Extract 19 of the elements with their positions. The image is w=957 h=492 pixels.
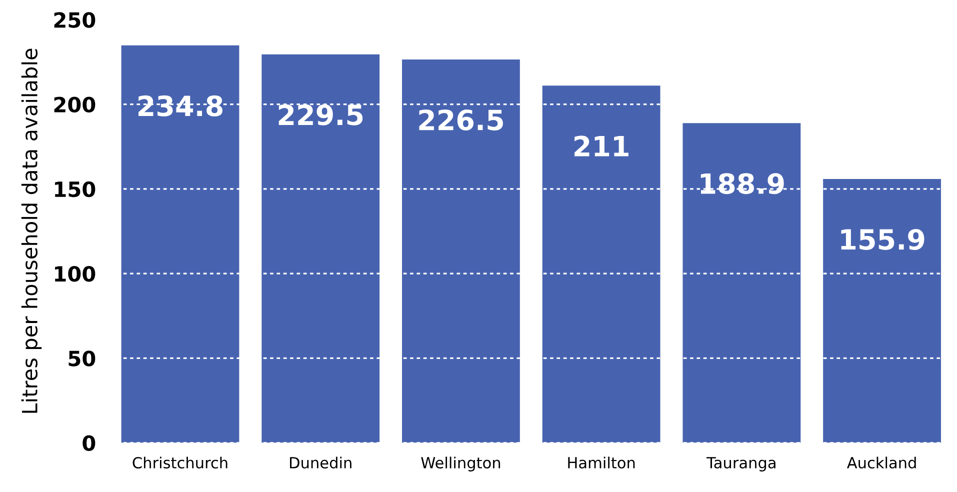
y-tick-label: 150 xyxy=(55,181,96,198)
x-tick-label: Christchurch xyxy=(132,456,228,469)
data-label: 226.5 xyxy=(419,109,503,130)
y-tick-label: 200 xyxy=(54,96,96,113)
data-label: 188.9 xyxy=(700,173,784,194)
x-tick-label: Dunedin xyxy=(290,456,352,469)
y-tick-label: 100 xyxy=(55,266,96,282)
data-label: 234.8 xyxy=(138,95,222,116)
x-tick-label: Tauranga xyxy=(706,457,776,472)
data-label: 229.5 xyxy=(278,104,363,126)
y-tick-label: 50 xyxy=(68,350,96,366)
x-tick-label: Hamilton xyxy=(568,456,635,469)
y-tick-label: 250 xyxy=(54,12,96,28)
data-label: 155.9 xyxy=(841,228,924,250)
data-label: 211 xyxy=(574,136,628,156)
x-tick-label: Wellington xyxy=(421,456,500,472)
y-axis-title: Litres per household data available xyxy=(21,48,42,413)
x-tick-label: Auckland xyxy=(846,456,916,469)
y-tick-label: 0 xyxy=(82,435,96,452)
